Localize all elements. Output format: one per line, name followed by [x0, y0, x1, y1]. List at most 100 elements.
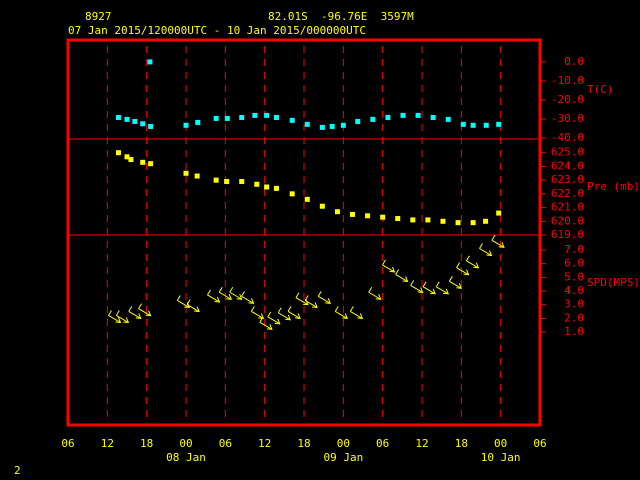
x-tick-label: 00 [337, 437, 350, 450]
arrow-barb [259, 317, 264, 323]
arrow-shaft [277, 312, 291, 321]
arrow-barb [456, 262, 460, 268]
data-point [395, 216, 401, 222]
data-point [380, 214, 386, 220]
axis-label: SPD(MPS) [587, 276, 640, 289]
arrow-shaft [304, 300, 318, 308]
data-point [445, 116, 451, 122]
data-point [195, 119, 201, 125]
data-point [273, 185, 279, 191]
data-point [183, 170, 189, 176]
y-tick-label: 623.0 [551, 173, 584, 186]
data-point [440, 218, 446, 224]
wind-arrow [277, 307, 292, 321]
arrow-barb [186, 299, 191, 305]
page-number: 2 [14, 464, 21, 477]
arrow-head [342, 313, 349, 319]
date-label: 10 Jan [481, 451, 521, 464]
arrow-barb [250, 306, 255, 312]
axis-label: Pre (mb) [587, 180, 640, 193]
arrow-head [357, 313, 364, 319]
arrow-shaft [350, 310, 363, 319]
arrow-shaft [335, 310, 348, 319]
x-tick-label: 06 [219, 437, 232, 450]
arrow-head [295, 313, 301, 319]
arrow-shaft [479, 248, 492, 256]
data-point [140, 121, 146, 127]
arrow-shaft [317, 295, 331, 304]
arrow-head [145, 310, 152, 317]
x-tick-label: 12 [258, 437, 271, 450]
data-point [304, 121, 310, 127]
data-point [239, 114, 245, 120]
arrow-shaft [382, 264, 395, 273]
data-point [329, 123, 335, 129]
data-point [319, 203, 325, 209]
wind-arrow [186, 299, 200, 313]
wind-arrow [410, 280, 424, 293]
y-tick-label: -10.0 [551, 74, 584, 87]
arrow-shaft [395, 274, 408, 282]
arrow-shaft [241, 295, 254, 304]
arrow-head [123, 317, 130, 324]
data-point [460, 121, 466, 127]
y-tick-label: -40.0 [551, 131, 584, 144]
arrow-barb [349, 306, 354, 312]
arrow-shaft [267, 316, 280, 325]
wind-arrow [267, 311, 281, 325]
arrow-barb [368, 286, 373, 293]
y-tick-label: 620.0 [551, 214, 584, 227]
y-tick-label: 625.0 [551, 146, 584, 159]
arrow-barb [115, 310, 120, 316]
arrow-shaft [449, 280, 462, 289]
arrow-barb [448, 276, 453, 282]
arrow-head [473, 262, 480, 269]
wind-arrow [349, 306, 364, 319]
data-point [273, 114, 279, 120]
data-point [355, 118, 361, 124]
wind-arrow [259, 317, 273, 330]
arrow-head [486, 250, 493, 257]
x-tick-label: 06 [61, 437, 74, 450]
arrow-barb [395, 269, 400, 275]
wind-arrow [382, 259, 396, 273]
y-tick-label: 3.0 [564, 298, 584, 311]
y-tick-label: 5.0 [564, 270, 584, 283]
data-point [289, 191, 295, 197]
y-tick-label: 622.0 [551, 187, 584, 200]
arrow-head [402, 276, 409, 283]
wind-arrow [287, 306, 301, 319]
arrow-head [248, 298, 255, 304]
wind-arrow [108, 310, 122, 324]
date-label: 09 Jan [323, 451, 363, 464]
wind-arrow [115, 310, 130, 324]
arrow-head [194, 306, 200, 313]
arrow-head [214, 296, 221, 303]
wind-arrow [456, 262, 470, 276]
wind-arrow [241, 291, 255, 304]
data-point [115, 150, 121, 156]
data-point [239, 179, 245, 185]
arrow-barb [128, 306, 133, 312]
arrow-shaft [456, 267, 469, 276]
arrow-shaft [177, 300, 190, 308]
arrow-head [463, 269, 470, 276]
wind-arrow [250, 306, 265, 319]
data-point [470, 122, 476, 128]
data-point [147, 59, 153, 65]
wind-arrow [368, 286, 382, 300]
wind-arrow [395, 269, 409, 283]
data-point [148, 123, 154, 129]
arrow-shaft [128, 310, 142, 319]
data-point [213, 115, 219, 121]
arrow-head [135, 313, 142, 319]
data-point [319, 124, 325, 130]
data-point [496, 121, 502, 127]
data-point [304, 196, 310, 202]
arrow-head [115, 317, 122, 324]
wind-arrow [207, 289, 221, 303]
data-point [148, 161, 154, 167]
data-point [264, 112, 270, 118]
wind-arrow [435, 281, 449, 295]
wind-arrow [229, 286, 243, 300]
